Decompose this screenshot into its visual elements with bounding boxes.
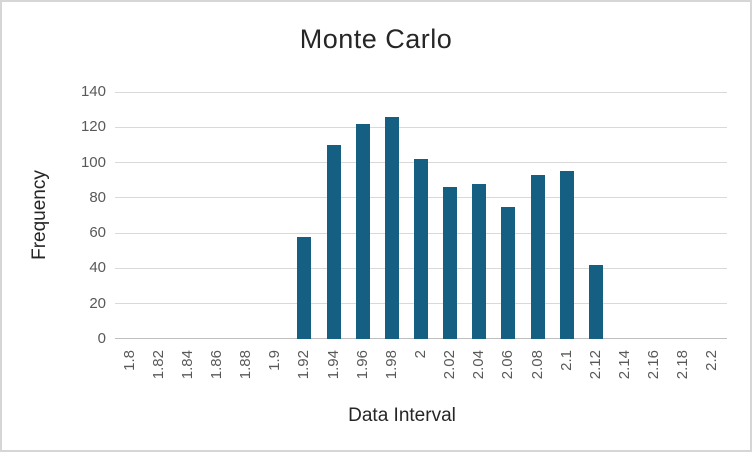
x-tick-label-2.2: 2.2 xyxy=(703,350,721,371)
gridline-140 xyxy=(115,91,727,93)
x-tick-label-2: 2 xyxy=(412,350,429,359)
bar-1.92 xyxy=(297,236,312,339)
bar-2.04 xyxy=(472,183,487,339)
bar-1.94 xyxy=(326,144,341,339)
x-tick-label-1.88: 1.88 xyxy=(237,350,255,380)
x-tick-label-2.16: 2.16 xyxy=(645,350,663,380)
bar-1.96 xyxy=(355,123,370,339)
chart-title: Monte Carlo xyxy=(299,24,453,54)
x-tick-label-2.14: 2.14 xyxy=(616,350,633,380)
y-tick-label-0: 0 xyxy=(97,330,106,347)
bar-2 xyxy=(414,159,428,339)
x-tick-label-2.04: 2.04 xyxy=(470,350,488,380)
x-tick-label-2.12: 2.12 xyxy=(586,350,604,380)
x-tick-label-1.84: 1.84 xyxy=(178,350,196,380)
x-tick-label-2.08: 2.08 xyxy=(528,350,546,380)
bar-2.1 xyxy=(559,171,574,339)
x-tick-label-1.8: 1.8 xyxy=(120,350,138,371)
y-tick-label-140: 140 xyxy=(80,83,106,100)
plot-area xyxy=(115,91,727,339)
y-tick-label-40: 40 xyxy=(89,259,106,277)
x-tick-label-1.86: 1.86 xyxy=(208,350,225,380)
y-tick-label-60: 60 xyxy=(89,224,106,242)
x-tick-label-1.92: 1.92 xyxy=(295,350,313,380)
x-tick-label-1.98: 1.98 xyxy=(382,350,400,380)
y-tick-label-100: 100 xyxy=(80,153,106,171)
x-axis-title: Data Interval xyxy=(348,405,456,426)
bar-2.02 xyxy=(443,187,458,339)
x-tick-label-1.94: 1.94 xyxy=(324,350,342,380)
x-tick-label-2.18: 2.18 xyxy=(674,350,692,380)
y-tick-label-120: 120 xyxy=(80,118,106,136)
bar-2.08 xyxy=(530,174,545,339)
bar-2.12 xyxy=(588,264,603,339)
y-axis-title: Frequency xyxy=(29,170,50,260)
bar-1.98 xyxy=(384,116,399,339)
y-tick-label-20: 20 xyxy=(89,294,106,312)
x-tick-label-2.02: 2.02 xyxy=(441,350,459,380)
x-tick-label-1.96: 1.96 xyxy=(353,350,371,380)
bar-2.06 xyxy=(501,206,516,339)
x-tick-label-2.06: 2.06 xyxy=(499,350,517,380)
x-tick-label-1.9: 1.9 xyxy=(266,350,284,371)
y-tick-label-80: 80 xyxy=(89,188,106,206)
gridline-120 xyxy=(115,126,727,128)
x-tick-label-1.82: 1.82 xyxy=(149,350,167,380)
x-tick-label-2.1: 2.1 xyxy=(557,350,575,371)
